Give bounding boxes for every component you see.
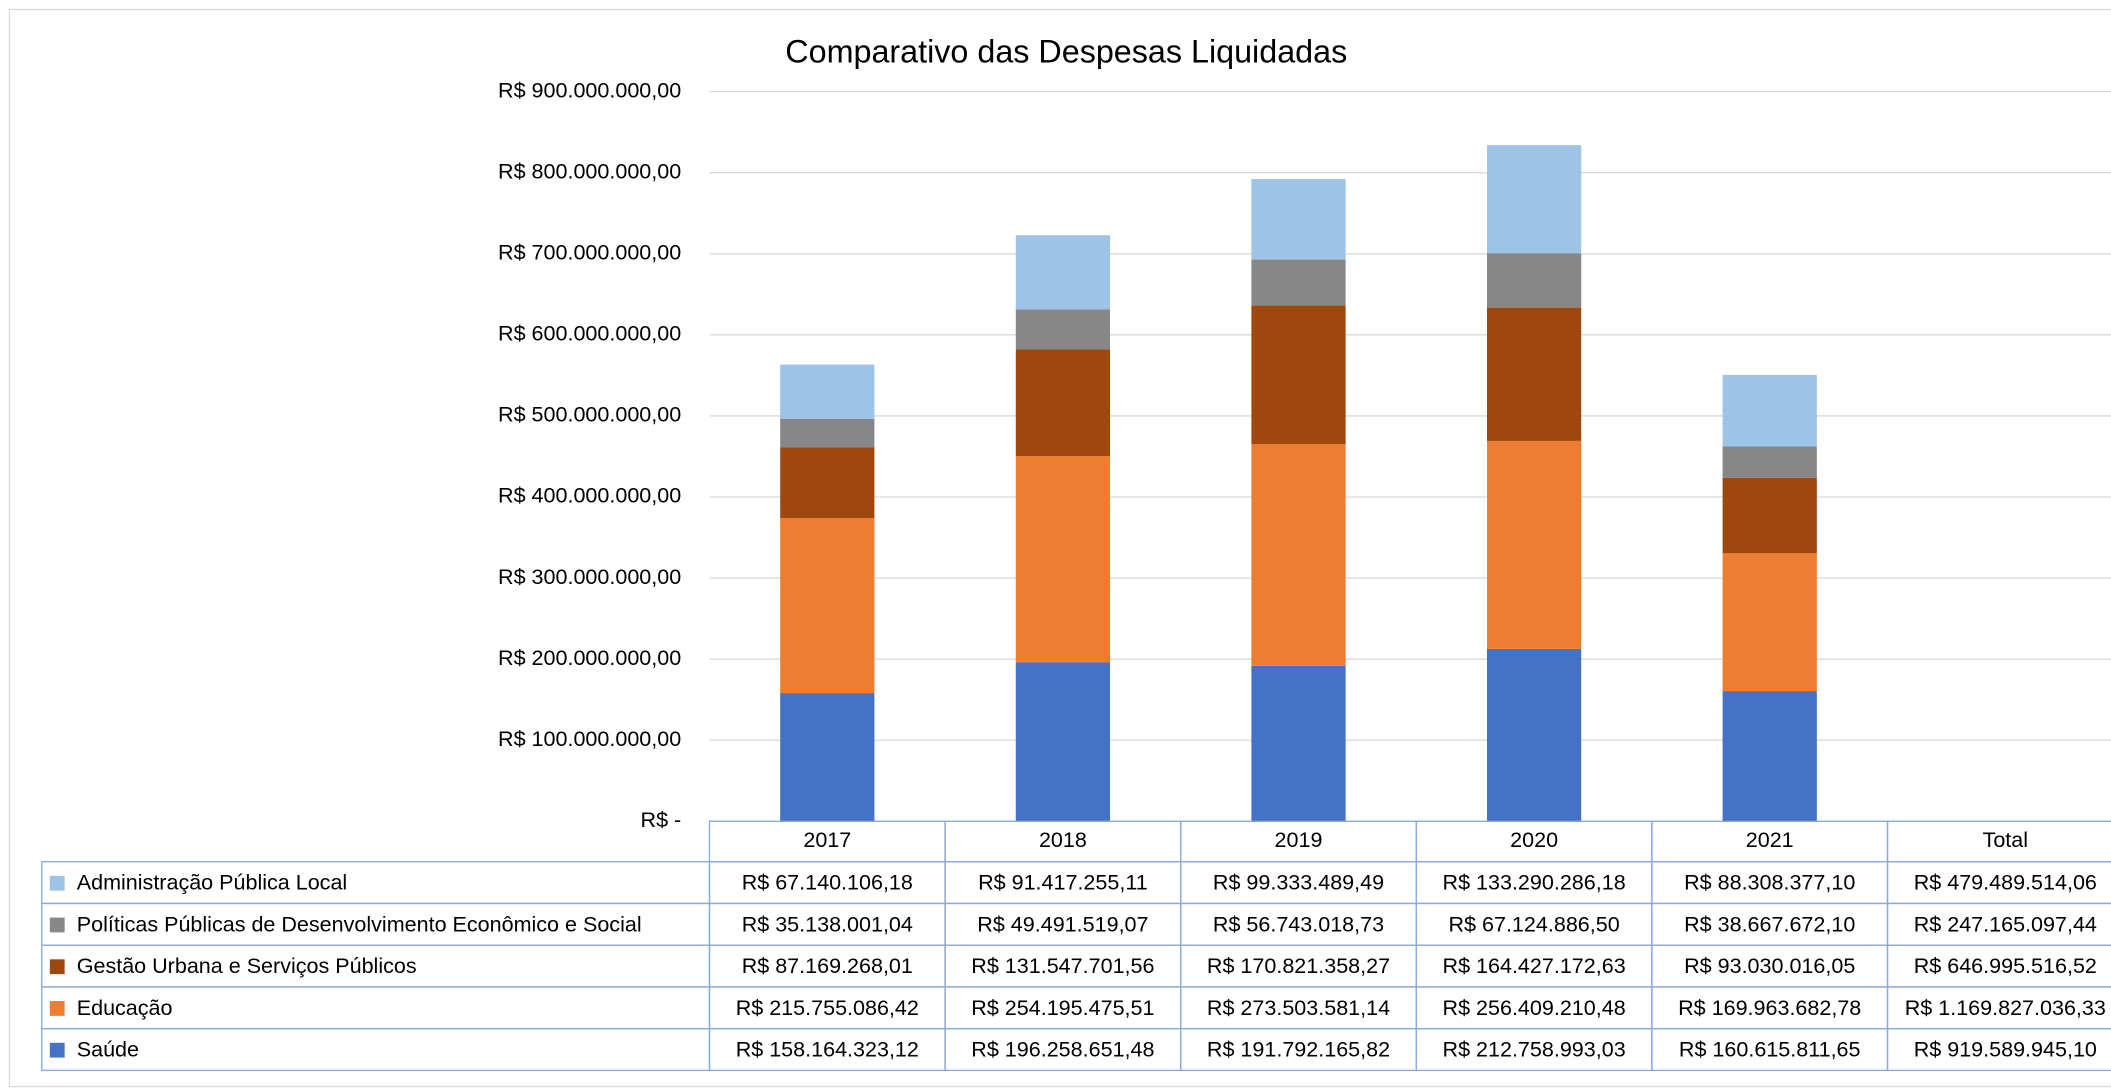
y-tick-label: R$ 400.000.000,00 [498, 484, 681, 508]
legend-label: Políticas Públicas de Desenvolvimento Ec… [77, 912, 642, 936]
bar-segment [1722, 446, 1817, 478]
table-cell [1886, 1027, 2111, 1072]
y-tick-label: R$ 100.000.000,00 [498, 727, 681, 751]
table-value: R$ 67.140.106,18 [742, 871, 913, 895]
bar-segment [1251, 305, 1346, 445]
bar-segment [1722, 477, 1817, 554]
chart-title: Comparativo das Despesas Liquidadas [785, 33, 1347, 69]
bar-segment [780, 693, 875, 822]
table-value: R$ 131.547.701,56 [971, 954, 1154, 978]
x-tick-label: 2020 [1510, 828, 1558, 852]
y-tick-label: R$ 700.000.000,00 [498, 240, 681, 264]
table-value: R$ 99.333.489,49 [1213, 871, 1384, 895]
y-tick-label: R$ 200.000.000,00 [498, 646, 681, 670]
table-value: R$ 160.615.811,65 [1679, 1038, 1861, 1062]
table-value: R$ 87.169.268,01 [742, 954, 913, 978]
bar-segment [1251, 444, 1346, 666]
table-value: R$ 212.758.993,03 [1443, 1038, 1626, 1062]
table-value: R$ 191.792.165,82 [1207, 1038, 1390, 1062]
table-total: R$ 646.995.516,52 [1914, 954, 2097, 978]
y-tick-label: R$ 600.000.000,00 [498, 322, 681, 346]
table-value: R$ 91.417.255,11 [978, 871, 1148, 895]
bar-segment [1486, 253, 1582, 308]
bar-segment [1486, 307, 1582, 441]
y-tick-label: R$ 800.000.000,00 [498, 159, 681, 183]
bar-segment [1722, 553, 1817, 692]
table-value: R$ 158.164.323,12 [736, 1038, 919, 1062]
bar-segment [1486, 648, 1582, 822]
bar-segment [780, 418, 875, 448]
bar-segment [1486, 145, 1582, 254]
table-value: R$ 88.308.377,10 [1684, 871, 1855, 895]
table-total: R$ 247.165.097,44 [1914, 912, 2097, 936]
table-total: R$ 479.489.514,06 [1914, 871, 2097, 895]
table-value: R$ 93.030.016,05 [1684, 954, 1855, 978]
bar-segment [1015, 349, 1111, 457]
legend-label: Educação [77, 996, 173, 1020]
legend-swatch [49, 1042, 65, 1058]
bar-segment [780, 447, 875, 519]
bar-segment [1015, 456, 1111, 663]
bar-segment [1251, 665, 1346, 822]
table-value: R$ 49.491.519,07 [977, 912, 1148, 936]
bar-segment [1722, 374, 1817, 447]
y-tick-label: R$ 500.000.000,00 [498, 403, 681, 427]
table-value: R$ 196.258.651,48 [971, 1038, 1154, 1062]
x-tick-label: 2021 [1746, 828, 1794, 852]
table-value: R$ 56.743.018,73 [1213, 912, 1384, 936]
x-tick-label: 2017 [803, 828, 851, 852]
legend-label: Administração Pública Local [77, 871, 347, 895]
x-tick-label: 2019 [1275, 828, 1323, 852]
bar-segment [1015, 309, 1111, 350]
bar-segment [1015, 662, 1111, 822]
table-value: R$ 254.195.475,51 [971, 996, 1154, 1020]
table-value: R$ 67.124.886,50 [1449, 912, 1620, 936]
table-value: R$ 133.290.286,18 [1443, 871, 1626, 895]
y-tick-label: R$ 900.000.000,00 [498, 78, 681, 102]
table-value: R$ 170.821.358,27 [1207, 954, 1390, 978]
table-value: R$ 169.963.682,78 [1678, 996, 1861, 1020]
bar-segment [1015, 235, 1111, 310]
legend-swatch [49, 875, 65, 891]
table-total: R$ 919.589.945,10 [1914, 1038, 2097, 1062]
bar-segment [1251, 179, 1346, 260]
table-value: R$ 35.138.001,04 [742, 912, 913, 936]
y-tick-label: R$ - [641, 808, 682, 832]
x-tick-label: Total [1983, 828, 2028, 852]
table-value: R$ 273.503.581,14 [1207, 996, 1390, 1020]
legend-swatch [49, 959, 65, 975]
bar-segment [780, 518, 875, 694]
bar-segment [1486, 440, 1582, 649]
table-value: R$ 164.427.172,63 [1443, 954, 1626, 978]
x-tick-label: 2018 [1039, 828, 1087, 852]
bar-segment [1722, 691, 1817, 822]
bar-segment [1251, 259, 1346, 306]
legend-label: Gestão Urbana e Serviços Públicos [77, 954, 417, 978]
table-value: R$ 38.667.672,10 [1684, 912, 1855, 936]
table-total: R$ 1.169.827.036,33 [1905, 996, 2106, 1020]
table-value: R$ 256.409.210,48 [1443, 996, 1626, 1020]
legend-swatch [49, 1001, 65, 1016]
y-tick-label: R$ 300.000.000,00 [498, 565, 681, 589]
bar-segment [780, 364, 875, 419]
table-value: R$ 215.755.086,42 [736, 996, 919, 1020]
legend-label: Saúde [77, 1038, 139, 1062]
legend-swatch [49, 917, 65, 933]
